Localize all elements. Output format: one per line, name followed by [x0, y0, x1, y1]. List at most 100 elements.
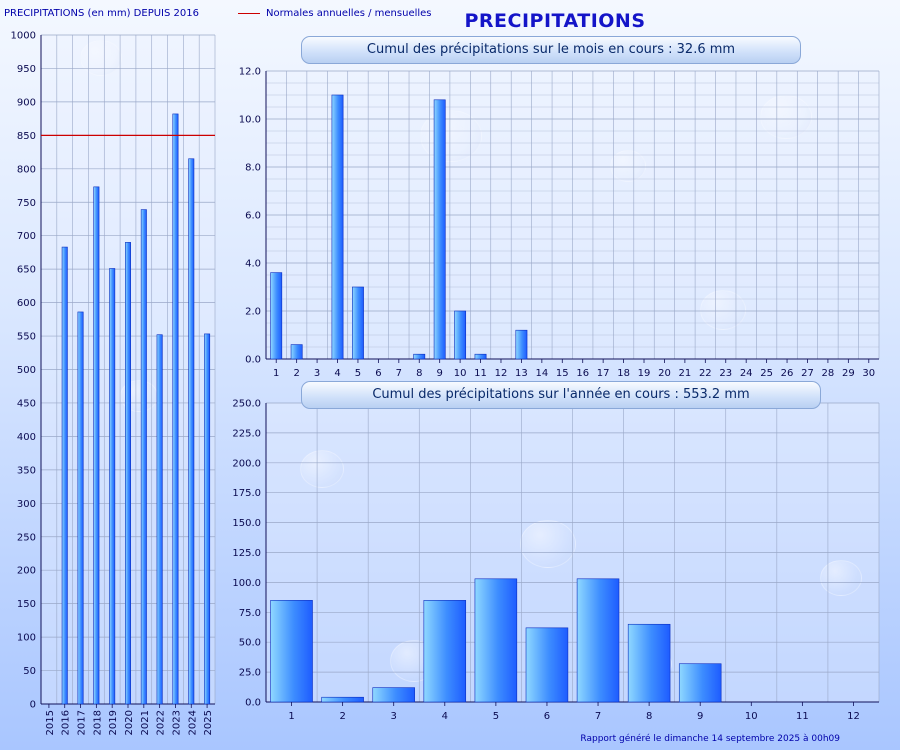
- annual-bar: [204, 333, 211, 705]
- year-x-tick-label: 11: [796, 711, 809, 722]
- year-bar: [678, 663, 722, 703]
- month-x-tick-label: 8: [416, 368, 422, 379]
- year-y-tick-label: 125.0: [232, 548, 261, 559]
- annual-x-tick-label: 2021: [140, 710, 151, 735]
- year-bar: [474, 578, 518, 703]
- annual-y-tick-label: 600: [17, 298, 36, 309]
- annual-y-tick-label: 350: [17, 465, 36, 476]
- year-x-tick-label: 1: [288, 711, 294, 722]
- annual-x-tick-label: 2022: [156, 710, 167, 735]
- month-x-tick-label: 4: [334, 368, 340, 379]
- annual-y-tick-label: 250: [17, 532, 36, 543]
- month-x-tick-label: 2: [293, 368, 299, 379]
- year-y-tick-label: 25.0: [239, 668, 261, 679]
- year-x-tick-label: 12: [847, 711, 860, 722]
- month-x-tick-label: 29: [842, 368, 855, 379]
- month-y-tick-label: 2.0: [245, 307, 261, 318]
- annual-y-tick-label: 300: [17, 499, 36, 510]
- year-y-tick-label: 0.0: [245, 698, 261, 709]
- annual-y-tick-label: 0: [30, 700, 36, 711]
- year-bar: [321, 696, 364, 703]
- annual-bar: [61, 246, 68, 705]
- normals-legend: Normales annuelles / mensuelles: [238, 8, 432, 19]
- month-x-tick-label: 27: [801, 368, 814, 379]
- annual-x-tick-label: 2023: [171, 710, 182, 735]
- annual-y-tick-label: 650: [17, 265, 36, 276]
- water-drop: [700, 290, 746, 330]
- annual-x-tick-label: 2024: [187, 710, 198, 735]
- year-y-tick-label: 200.0: [232, 458, 261, 469]
- annual-y-tick-label: 200: [17, 566, 36, 577]
- month-bar: [270, 272, 283, 360]
- month-bar: [290, 344, 303, 360]
- annual-y-tick-label: 700: [17, 231, 36, 242]
- month-y-tick-label: 8.0: [245, 163, 261, 174]
- month-x-tick-label: 24: [740, 368, 753, 379]
- annual-y-tick-label: 450: [17, 398, 36, 409]
- annual-y-tick-label: 750: [17, 198, 36, 209]
- year-x-tick-label: 6: [544, 711, 550, 722]
- report-footer: Rapport généré le dimanche 14 septembre …: [580, 734, 840, 744]
- year-y-tick-label: 225.0: [232, 428, 261, 439]
- month-x-tick-label: 23: [719, 368, 732, 379]
- month-x-tick-label: 6: [375, 368, 381, 379]
- month-bar: [433, 99, 446, 360]
- annual-bar: [125, 242, 131, 705]
- annual-y-tick-label: 150: [17, 599, 36, 610]
- annual-bar: [77, 311, 84, 705]
- annual-y-tick-label: 800: [17, 164, 36, 175]
- annual-y-tick-label: 500: [17, 365, 36, 376]
- year-y-tick-label: 75.0: [239, 608, 261, 619]
- year-x-tick-label: 7: [595, 711, 601, 722]
- annual-y-tick-label: 850: [17, 131, 36, 142]
- month-x-tick-label: 17: [597, 368, 610, 379]
- year-panel-title: Cumul des précipitations sur l'année en …: [301, 381, 821, 409]
- year-bar: [270, 600, 313, 703]
- annual-x-tick-label: 2015: [45, 710, 56, 735]
- year-bar: [372, 687, 415, 703]
- month-x-tick-label: 10: [454, 368, 467, 379]
- month-x-tick-label: 15: [556, 368, 569, 379]
- annual-y-tick-label: 950: [17, 64, 36, 75]
- month-x-tick-label: 9: [436, 368, 442, 379]
- annual-x-tick-label: 2018: [92, 710, 103, 735]
- month-x-tick-label: 25: [760, 368, 773, 379]
- month-bar: [413, 353, 426, 360]
- annual-y-tick-label: 1000: [11, 31, 36, 42]
- water-drop: [300, 450, 344, 488]
- year-x-tick-label: 9: [697, 711, 703, 722]
- month-bar: [515, 329, 528, 360]
- month-y-tick-label: 4.0: [245, 259, 261, 270]
- normals-legend-label: Normales annuelles / mensuelles: [266, 8, 432, 19]
- annual-bar: [188, 158, 195, 705]
- month-x-tick-label: 1: [273, 368, 279, 379]
- annual-y-tick-label: 400: [17, 432, 36, 443]
- annual-x-tick-label: 2019: [108, 710, 119, 735]
- month-y-tick-label: 6.0: [245, 211, 261, 222]
- year-y-tick-label: 50.0: [239, 638, 261, 649]
- annual-bar: [140, 209, 147, 705]
- annual-y-tick-label: 50: [23, 666, 36, 677]
- month-x-tick-label: 19: [638, 368, 651, 379]
- water-drop: [610, 150, 646, 182]
- annual-y-tick-label: 900: [17, 97, 36, 108]
- year-x-tick-label: 2: [339, 711, 345, 722]
- annual-bar: [109, 268, 116, 705]
- annual-legend-label: PRECIPITATIONS (en mm) DEPUIS 2016: [4, 8, 199, 19]
- year-bar: [627, 623, 671, 703]
- annual-x-tick-label: 2025: [203, 710, 214, 735]
- year-y-tick-label: 250.0: [232, 399, 261, 410]
- year-bar: [576, 578, 620, 703]
- year-x-tick-label: 10: [745, 711, 758, 722]
- annual-y-tick-label: 550: [17, 332, 36, 343]
- month-x-tick-label: 14: [535, 368, 548, 379]
- water-drop: [520, 520, 576, 568]
- year-y-tick-label: 100.0: [232, 578, 261, 589]
- year-x-tick-label: 3: [391, 711, 397, 722]
- annual-y-tick-label: 100: [17, 633, 36, 644]
- month-y-tick-label: 0.0: [245, 355, 261, 366]
- month-x-tick-label: 16: [576, 368, 589, 379]
- month-x-tick-label: 18: [617, 368, 630, 379]
